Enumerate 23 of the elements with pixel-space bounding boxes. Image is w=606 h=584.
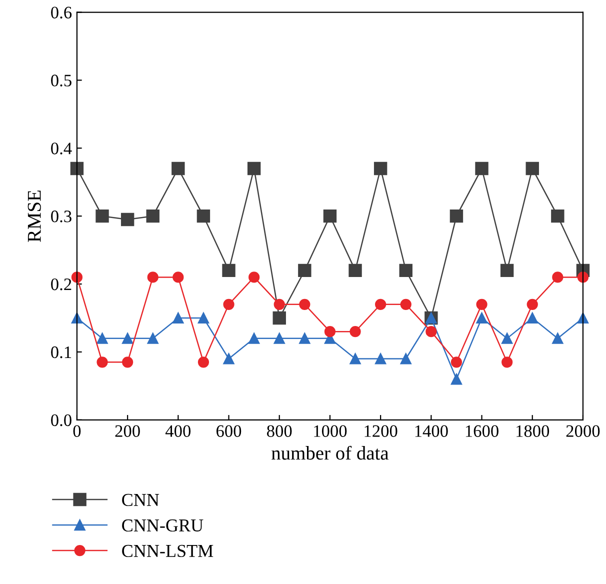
y-axis-title: RMSE	[28, 190, 41, 242]
y-tick-label: 0.4	[51, 142, 72, 154]
legend-label: CNN	[122, 494, 160, 506]
x-tick-label: 1400	[415, 425, 448, 437]
y-tick-label: 0.5	[51, 74, 72, 86]
x-tick-label: 1800	[516, 425, 550, 437]
x-tick-label: 1600	[466, 425, 498, 437]
x-axis-title: number of data	[272, 446, 389, 460]
x-tick-label: 600	[216, 425, 242, 437]
x-tick-label: 1200	[364, 425, 398, 437]
x-tick-label: 2000	[566, 425, 600, 437]
y-tick-label: 0.3	[51, 210, 72, 222]
x-tick-label: 0	[73, 425, 81, 437]
y-tick-label: 0.1	[51, 346, 72, 358]
x-tick-label: 200	[115, 425, 140, 437]
x-tick-label: 1000	[314, 425, 347, 437]
y-tick-label: 0.2	[51, 278, 72, 290]
legend-label: CNN-LSTM	[122, 544, 214, 558]
y-tick-label: 0.6	[51, 6, 72, 19]
y-tick-label: 0.0	[51, 414, 72, 426]
legend-label: CNN-GRU	[122, 519, 204, 532]
x-tick-label: 800	[267, 425, 292, 437]
x-tick-label: 400	[165, 425, 191, 437]
